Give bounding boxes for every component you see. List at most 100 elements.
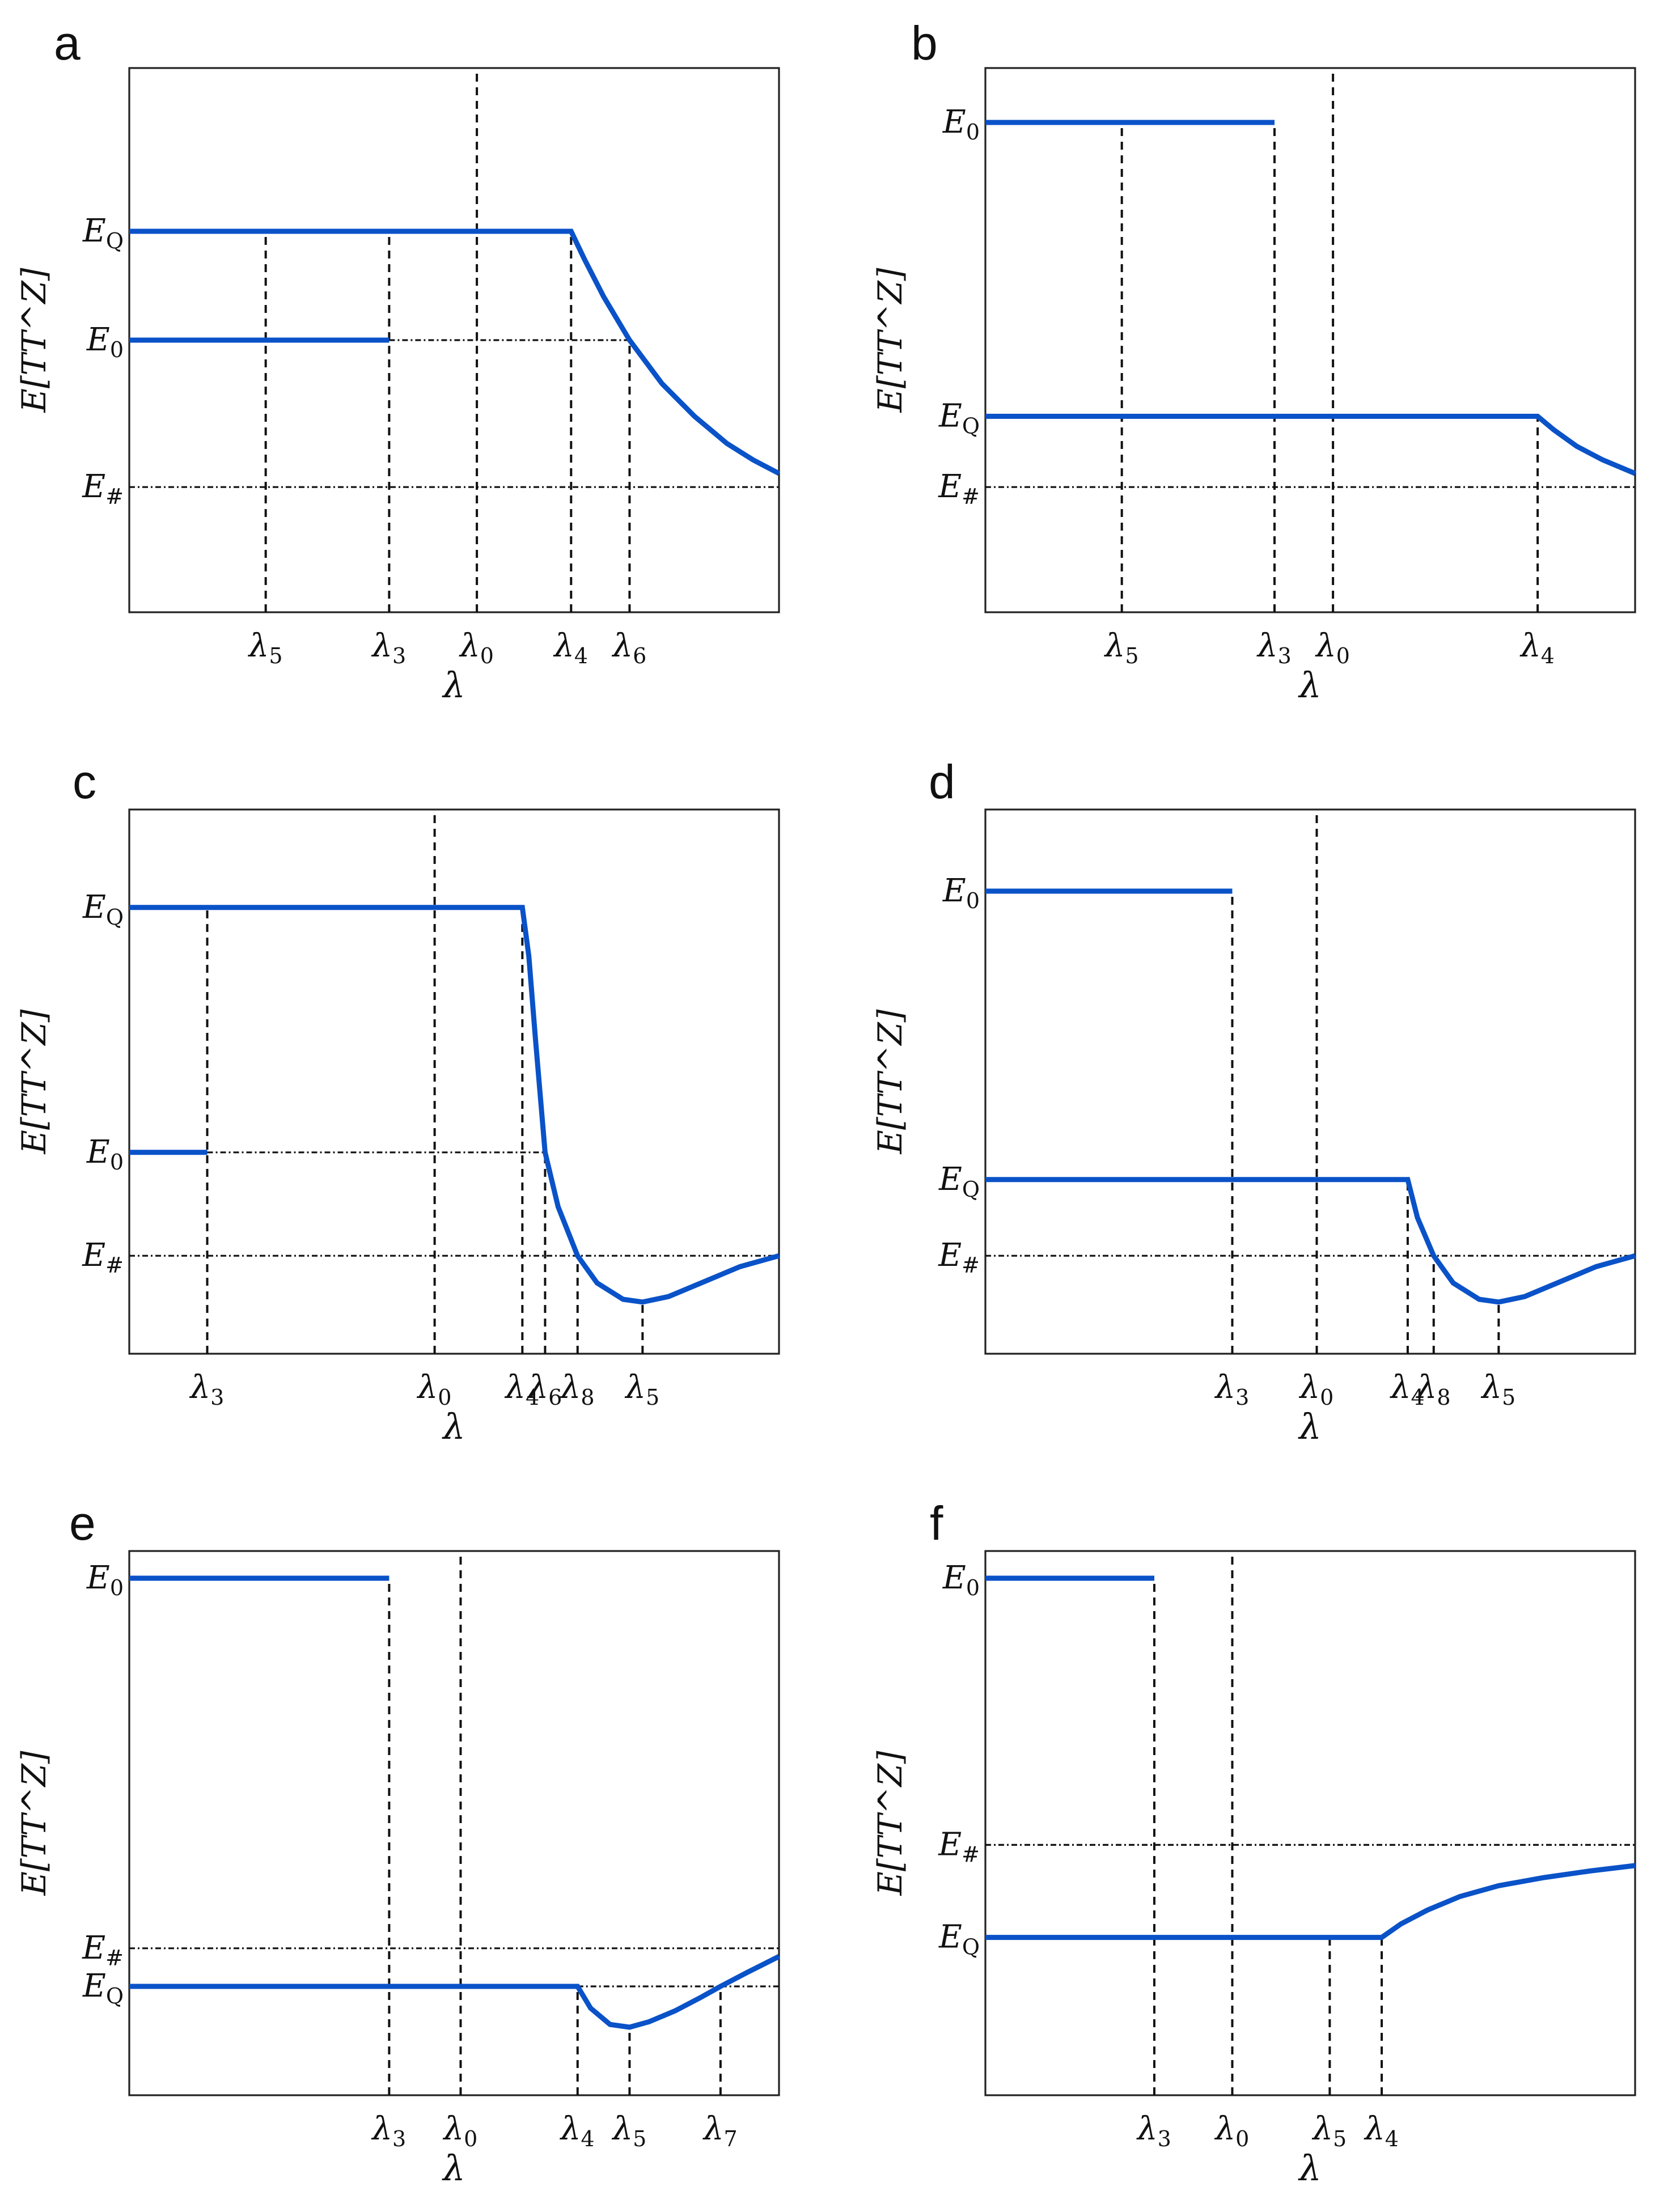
- x-tick-label-subscript: 3: [1235, 1385, 1249, 1410]
- x-tick-label-symbol: λ: [1315, 628, 1336, 664]
- x-tick-label-symbol: λ: [1312, 2111, 1333, 2147]
- plot-frame: [984, 1550, 1636, 2096]
- y-tick-label-subscript: Q: [106, 905, 124, 930]
- x-tick-label-symbol: λ: [1416, 1369, 1437, 1406]
- x-tick-label-subscript: 5: [633, 2126, 646, 2151]
- x-tick-label-symbol: λ: [560, 1369, 581, 1406]
- x-tick-label-symbol: λ: [560, 2111, 581, 2147]
- y-axis-label: E[TT^Z]: [15, 268, 53, 413]
- y-tick-label-subscript: 0: [110, 1150, 124, 1175]
- x-tick-label-subscript: 6: [633, 643, 646, 668]
- series-line-eq-branch: [985, 413, 1636, 476]
- y-axis-label: E[TT^Z]: [871, 268, 909, 413]
- x-tick-label-subscript: 0: [464, 2126, 477, 2151]
- y-tick-label-symbol: E: [942, 104, 966, 141]
- y-tick-label-symbol: E: [82, 1968, 106, 2005]
- x-tick-label-subscript: 8: [581, 1385, 594, 1410]
- x-tick-label-symbol: λ: [1136, 2111, 1158, 2147]
- x-tick-label-symbol: λ: [371, 2111, 393, 2147]
- x-tick-label-symbol: λ: [459, 628, 480, 664]
- y-tick-label-symbol: E: [938, 1161, 962, 1198]
- x-tick-label-subscript: 3: [1158, 2126, 1171, 2151]
- x-tick-label-subscript: 4: [1541, 643, 1555, 668]
- y-tick-label: E0: [86, 1134, 124, 1175]
- y-tick-label-symbol: E: [938, 397, 962, 434]
- x-tick-label: λ5: [1312, 2111, 1347, 2151]
- x-tick-label: λ4: [504, 1369, 539, 1410]
- x-tick-label-symbol: λ: [527, 1369, 549, 1406]
- x-tick-label-symbol: λ: [1104, 628, 1125, 664]
- x-tick-label-subscript: 0: [1336, 643, 1350, 668]
- x-tick-label-subscript: 5: [269, 643, 282, 668]
- y-tick-label: EQ: [82, 889, 124, 930]
- x-tick-label-subscript: 0: [438, 1385, 451, 1410]
- x-tick-label-symbol: λ: [612, 628, 633, 664]
- y-tick-label: E#: [82, 468, 124, 509]
- panel-letter: e: [69, 1497, 96, 1550]
- x-tick-label-subscript: 3: [392, 2126, 406, 2151]
- x-tick-label-symbol: λ: [443, 2111, 464, 2147]
- x-tick-label: λ8: [1416, 1369, 1451, 1410]
- x-axis-label: λ: [441, 2147, 465, 2189]
- y-tick-label-subscript: 0: [966, 1575, 980, 1600]
- y-axis-label: E[TT^Z]: [871, 1751, 909, 1896]
- x-tick-label: λ0: [1315, 628, 1350, 668]
- x-tick-label-symbol: λ: [553, 628, 574, 664]
- panel-letter: f: [930, 1497, 943, 1550]
- y-tick-label-symbol: E: [938, 468, 962, 505]
- x-tick-label-symbol: λ: [1214, 1369, 1236, 1406]
- x-tick-label: λ3: [1256, 628, 1292, 668]
- y-tick-label-subscript: 0: [110, 337, 124, 362]
- x-tick-label-subscript: 8: [1437, 1385, 1450, 1410]
- y-tick-label: EQ: [938, 1161, 980, 1202]
- y-tick-label-symbol: E: [938, 1919, 962, 1956]
- plot-frame: [128, 808, 780, 1355]
- x-axis-label: λ: [1297, 664, 1321, 706]
- x-tick-label-subscript: 5: [1125, 643, 1138, 668]
- x-tick-label: λ5: [612, 2111, 647, 2151]
- y-tick-label-symbol: E: [86, 1134, 110, 1171]
- plot-frame: [984, 67, 1636, 613]
- x-tick-label-symbol: λ: [189, 1369, 211, 1406]
- x-tick-label: λ6: [527, 1369, 562, 1410]
- y-tick-label: EQ: [82, 1968, 124, 2008]
- x-tick-label-symbol: λ: [1480, 1369, 1502, 1406]
- y-tick-label-symbol: E: [938, 1826, 962, 1863]
- y-tick-label: E#: [82, 1930, 124, 1971]
- y-tick-label-subscript: #: [105, 1253, 124, 1278]
- x-tick-label-subscript: 0: [480, 643, 494, 668]
- x-tick-label-symbol: λ: [1214, 2111, 1236, 2147]
- y-tick-label: E#: [938, 1826, 980, 1867]
- y-tick-label: E0: [86, 321, 124, 362]
- y-tick-label-symbol: E: [82, 1930, 105, 1967]
- y-tick-label: E#: [938, 468, 980, 509]
- y-tick-label-symbol: E: [942, 1560, 966, 1596]
- x-tick-label-subscript: 4: [1411, 1385, 1425, 1410]
- series-line-eq-branch: [985, 1177, 1636, 1305]
- y-tick-label-symbol: E: [942, 872, 966, 909]
- x-tick-label: λ8: [560, 1369, 595, 1410]
- y-tick-label-subscript: #: [105, 484, 124, 509]
- x-tick-label-subscript: 3: [210, 1385, 224, 1410]
- x-tick-label: λ3: [1136, 2111, 1171, 2151]
- y-tick-label-subscript: #: [962, 1842, 980, 1867]
- y-tick-label-subscript: Q: [962, 413, 980, 438]
- series-line-eq-branch: [129, 1954, 781, 2030]
- x-tick-label-symbol: λ: [371, 628, 393, 664]
- x-tick-label-subscript: 0: [1320, 1385, 1333, 1410]
- y-tick-label-subscript: #: [105, 1946, 124, 1971]
- x-tick-label-symbol: λ: [624, 1369, 646, 1406]
- x-tick-label: λ5: [1104, 628, 1139, 668]
- x-tick-label: λ4: [1390, 1369, 1425, 1410]
- y-tick-label-subscript: 0: [966, 888, 980, 913]
- x-tick-label-subscript: 4: [526, 1385, 539, 1410]
- series-line-eq-branch: [129, 905, 780, 1305]
- x-axis-label: λ: [441, 1406, 465, 1447]
- y-tick-label: EQ: [82, 213, 124, 253]
- series-line-eq-branch: [985, 1863, 1636, 1940]
- y-axis-label: E[TT^Z]: [871, 1009, 909, 1154]
